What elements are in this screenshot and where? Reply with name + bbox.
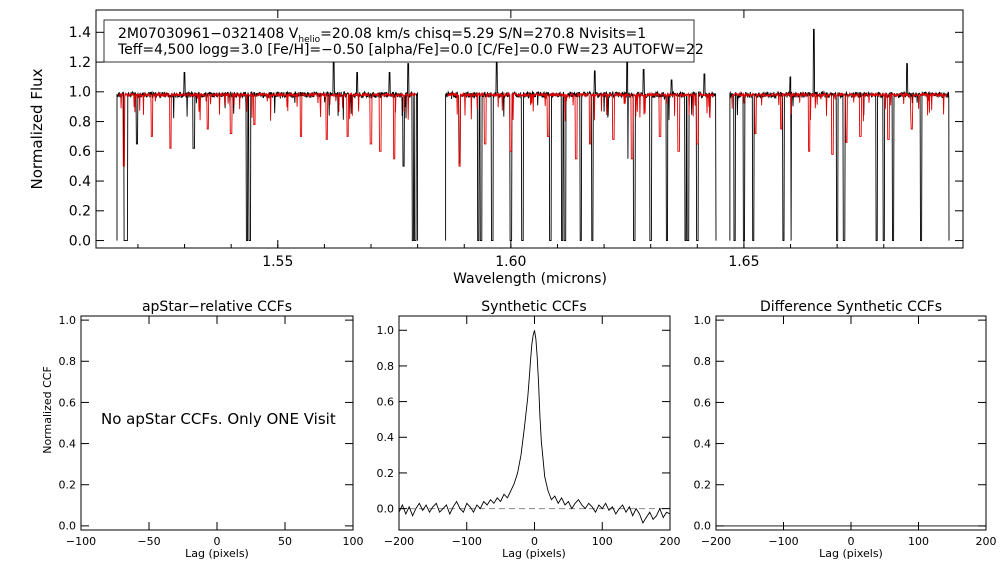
- spectrum-ytick-label: 1.2: [69, 55, 91, 71]
- synthetic-ccf-xtick-label: −200: [384, 535, 414, 548]
- observed-spectrum-chip-3: [729, 28, 950, 242]
- spectrum-marks: [116, 28, 950, 242]
- difference-ccf-panel: −200 −100 0 100 200 0.0 0.2 0.4 0.6 0.8 1.0 Differ…: [694, 299, 997, 560]
- difference-ccf-ytick-label: 0.4: [694, 437, 712, 450]
- header-line-1: 2M07030961−0321408 Vhelio=20.08 km/s chi…: [118, 26, 646, 45]
- apstar-ccf-ylabel: Normalized CCF: [41, 366, 54, 454]
- spectrum-ylabel: Normalized Flux: [28, 68, 46, 189]
- synthetic-ccf-ticks: −200 −100 0 100 200 0.0 0.2 0.4 0.6 0.8 1.0: [377, 316, 681, 548]
- difference-ccf-ytick-label: 0.6: [694, 396, 712, 409]
- apstar-ccf-xlabel: Lag (pixels): [185, 547, 249, 560]
- synthetic-ccf-xtick-label: 0: [531, 535, 538, 548]
- apstar-ccf-ytick-label: 1.0: [59, 314, 77, 327]
- difference-ccf-ticks: −200 −100 0 100 200 0.0 0.2 0.4 0.6 0.8 1.0: [694, 314, 997, 548]
- spectrum-axes-frame: [95, 9, 964, 249]
- model-spectrum-chip-1: [118, 91, 417, 167]
- spectrum-xtick-label: 1.55: [262, 254, 293, 270]
- spectrum-ytick-label: 0.2: [69, 204, 91, 220]
- spectrum-ticks: 1.55 1.60 1.65 0.0 0.2 0.4 0.6 0.8 1.0 1.2 1.4: [69, 10, 963, 270]
- synthetic-ccf-ytick-label: 0.6: [377, 395, 395, 408]
- difference-ccf-ytick-label: 0.8: [694, 355, 712, 368]
- apstar-ccf-ytick-label: 0.0: [59, 520, 77, 533]
- difference-ccf-xtick-label: 100: [908, 535, 929, 548]
- header-box: [103, 19, 695, 63]
- apstar-ccf-xtick-label: 0: [214, 535, 221, 548]
- difference-ccf-xlabel: Lag (pixels): [819, 547, 883, 560]
- difference-ccf-xtick-label: 200: [976, 535, 997, 548]
- difference-ccf-xtick-label: −100: [768, 535, 798, 548]
- apstar-ccf-xtick-label: −50: [137, 535, 160, 548]
- spectrum-ytick-label: 0.8: [69, 114, 91, 130]
- apstar-ccf-ytick-label: 0.2: [59, 479, 77, 492]
- spectrum-xlabel: Wavelength (microns): [453, 271, 607, 287]
- observed-spectrum-chip-1: [116, 55, 419, 242]
- synthetic-ccf-line: [398, 330, 671, 524]
- synthetic-ccf-ytick-label: 0.0: [377, 502, 395, 515]
- header-subscript: helio: [298, 35, 320, 45]
- synthetic-ccf-ytick-label: 1.0: [377, 324, 395, 337]
- spectrum-ytick-label: 1.4: [69, 25, 91, 41]
- apstar-ccf-ytick-label: 0.4: [59, 437, 77, 450]
- observed-spectrum-chip-2: [445, 58, 717, 242]
- spectrum-xtick-label: 1.60: [495, 254, 526, 270]
- synthetic-ccf-xtick-label: −100: [452, 535, 482, 548]
- synthetic-ccf-xtick-label: 100: [592, 535, 613, 548]
- spectrum-ytick-label: 0.0: [69, 233, 91, 249]
- synthetic-ccf-title: Synthetic CCFs: [481, 299, 586, 315]
- header-line-2: Teff=4,500 logg=3.0 [Fe/H]=−0.50 [alpha/…: [117, 42, 704, 58]
- spectrum-ytick-label: 0.6: [69, 144, 91, 160]
- synthetic-ccf-frame: [398, 315, 671, 531]
- difference-ccf-ytick-label: 0.2: [694, 479, 712, 492]
- apstar-ccf-xtick-label: 50: [278, 535, 292, 548]
- apstar-ccf-panel: −100 −50 0 50 100 0.0 0.2 0.4 0.6 0.8 1.0 apStar−r…: [41, 299, 364, 560]
- spectrum-ytick-label: 1.0: [69, 85, 91, 101]
- spectrum-ytick-label: 0.4: [69, 174, 91, 190]
- header-line-1-start: 2M07030961−0321408 V: [118, 26, 299, 42]
- difference-ccf-frame: [715, 315, 987, 531]
- header-line-1-end: =20.08 km/s chisq=5.29 S/N=270.8 Nvisits…: [320, 26, 646, 42]
- apstar-ccf-ytick-label: 0.6: [59, 396, 77, 409]
- synthetic-ccf-ytick-label: 0.4: [377, 431, 395, 444]
- synthetic-ccf-marks: [398, 330, 671, 524]
- difference-ccf-xtick-label: −200: [701, 535, 731, 548]
- model-spectrum-chip-3: [731, 91, 948, 155]
- no-ccf-message: No apStar CCFs. Only ONE Visit: [101, 410, 336, 428]
- difference-ccf-ytick-label: 0.0: [694, 520, 712, 533]
- synthetic-ccf-panel: −200 −100 0 100 200 0.0 0.2 0.4 0.6 0.8 1.0 Synthe…: [377, 299, 681, 560]
- difference-ccf-xtick-label: 0: [848, 535, 855, 548]
- synthetic-ccf-ytick-label: 0.2: [377, 467, 395, 480]
- spectrum-panel: 1.55 1.60 1.65 0.0 0.2 0.4 0.6 0.8 1.0 1.2 1.4 2M0…: [28, 9, 964, 287]
- synthetic-ccf-xtick-label: 200: [660, 535, 681, 548]
- spectrum-xtick-label: 1.65: [728, 254, 759, 270]
- difference-ccf-ytick-label: 1.0: [694, 314, 712, 327]
- apstar-ccf-ytick-label: 0.8: [59, 355, 77, 368]
- synthetic-ccf-ytick-label: 0.8: [377, 360, 395, 373]
- apstar-ccf-xtick-label: −100: [66, 535, 96, 548]
- difference-ccf-title: Difference Synthetic CCFs: [760, 299, 942, 315]
- synthetic-ccf-xlabel: Lag (pixels): [502, 547, 566, 560]
- model-spectrum-chip-2: [447, 91, 715, 167]
- apstar-ccf-ticks: −100 −50 0 50 100 0.0 0.2 0.4 0.6 0.8 1.0: [59, 314, 364, 548]
- apstar-ccf-xtick-label: 100: [343, 535, 364, 548]
- apstar-ccf-title: apStar−relative CCFs: [142, 299, 292, 315]
